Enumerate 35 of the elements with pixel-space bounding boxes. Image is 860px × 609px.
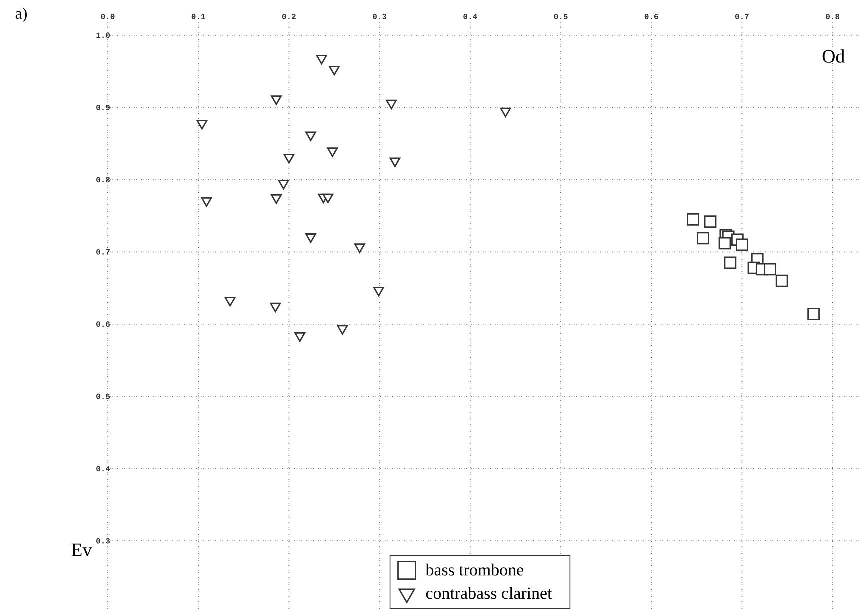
legend-label: bass trombone <box>426 564 524 576</box>
point <box>736 238 748 252</box>
point <box>386 100 398 110</box>
point <box>201 197 212 208</box>
point <box>718 237 732 250</box>
point <box>329 66 340 76</box>
point <box>306 132 316 142</box>
point <box>316 55 328 65</box>
point <box>196 120 208 130</box>
y-axis-title: Ev <box>72 544 92 556</box>
point <box>687 213 700 226</box>
x-axis-title: Od <box>822 50 845 63</box>
point <box>284 154 295 164</box>
point <box>373 286 384 297</box>
point <box>270 302 282 313</box>
point <box>278 180 290 190</box>
point <box>724 256 737 270</box>
point <box>327 148 338 158</box>
point <box>704 216 717 228</box>
legend-label: contrabass clarinet <box>426 587 552 600</box>
point <box>764 263 776 276</box>
point <box>306 234 316 244</box>
point <box>322 194 334 204</box>
point <box>808 308 820 320</box>
chart-title: a) <box>16 8 28 22</box>
point <box>500 108 512 118</box>
point <box>390 158 401 168</box>
point <box>294 332 306 342</box>
point <box>776 274 788 288</box>
point <box>697 232 710 245</box>
point <box>337 325 348 335</box>
point <box>271 96 282 106</box>
point <box>224 297 236 307</box>
point <box>354 244 366 254</box>
point <box>271 194 282 204</box>
